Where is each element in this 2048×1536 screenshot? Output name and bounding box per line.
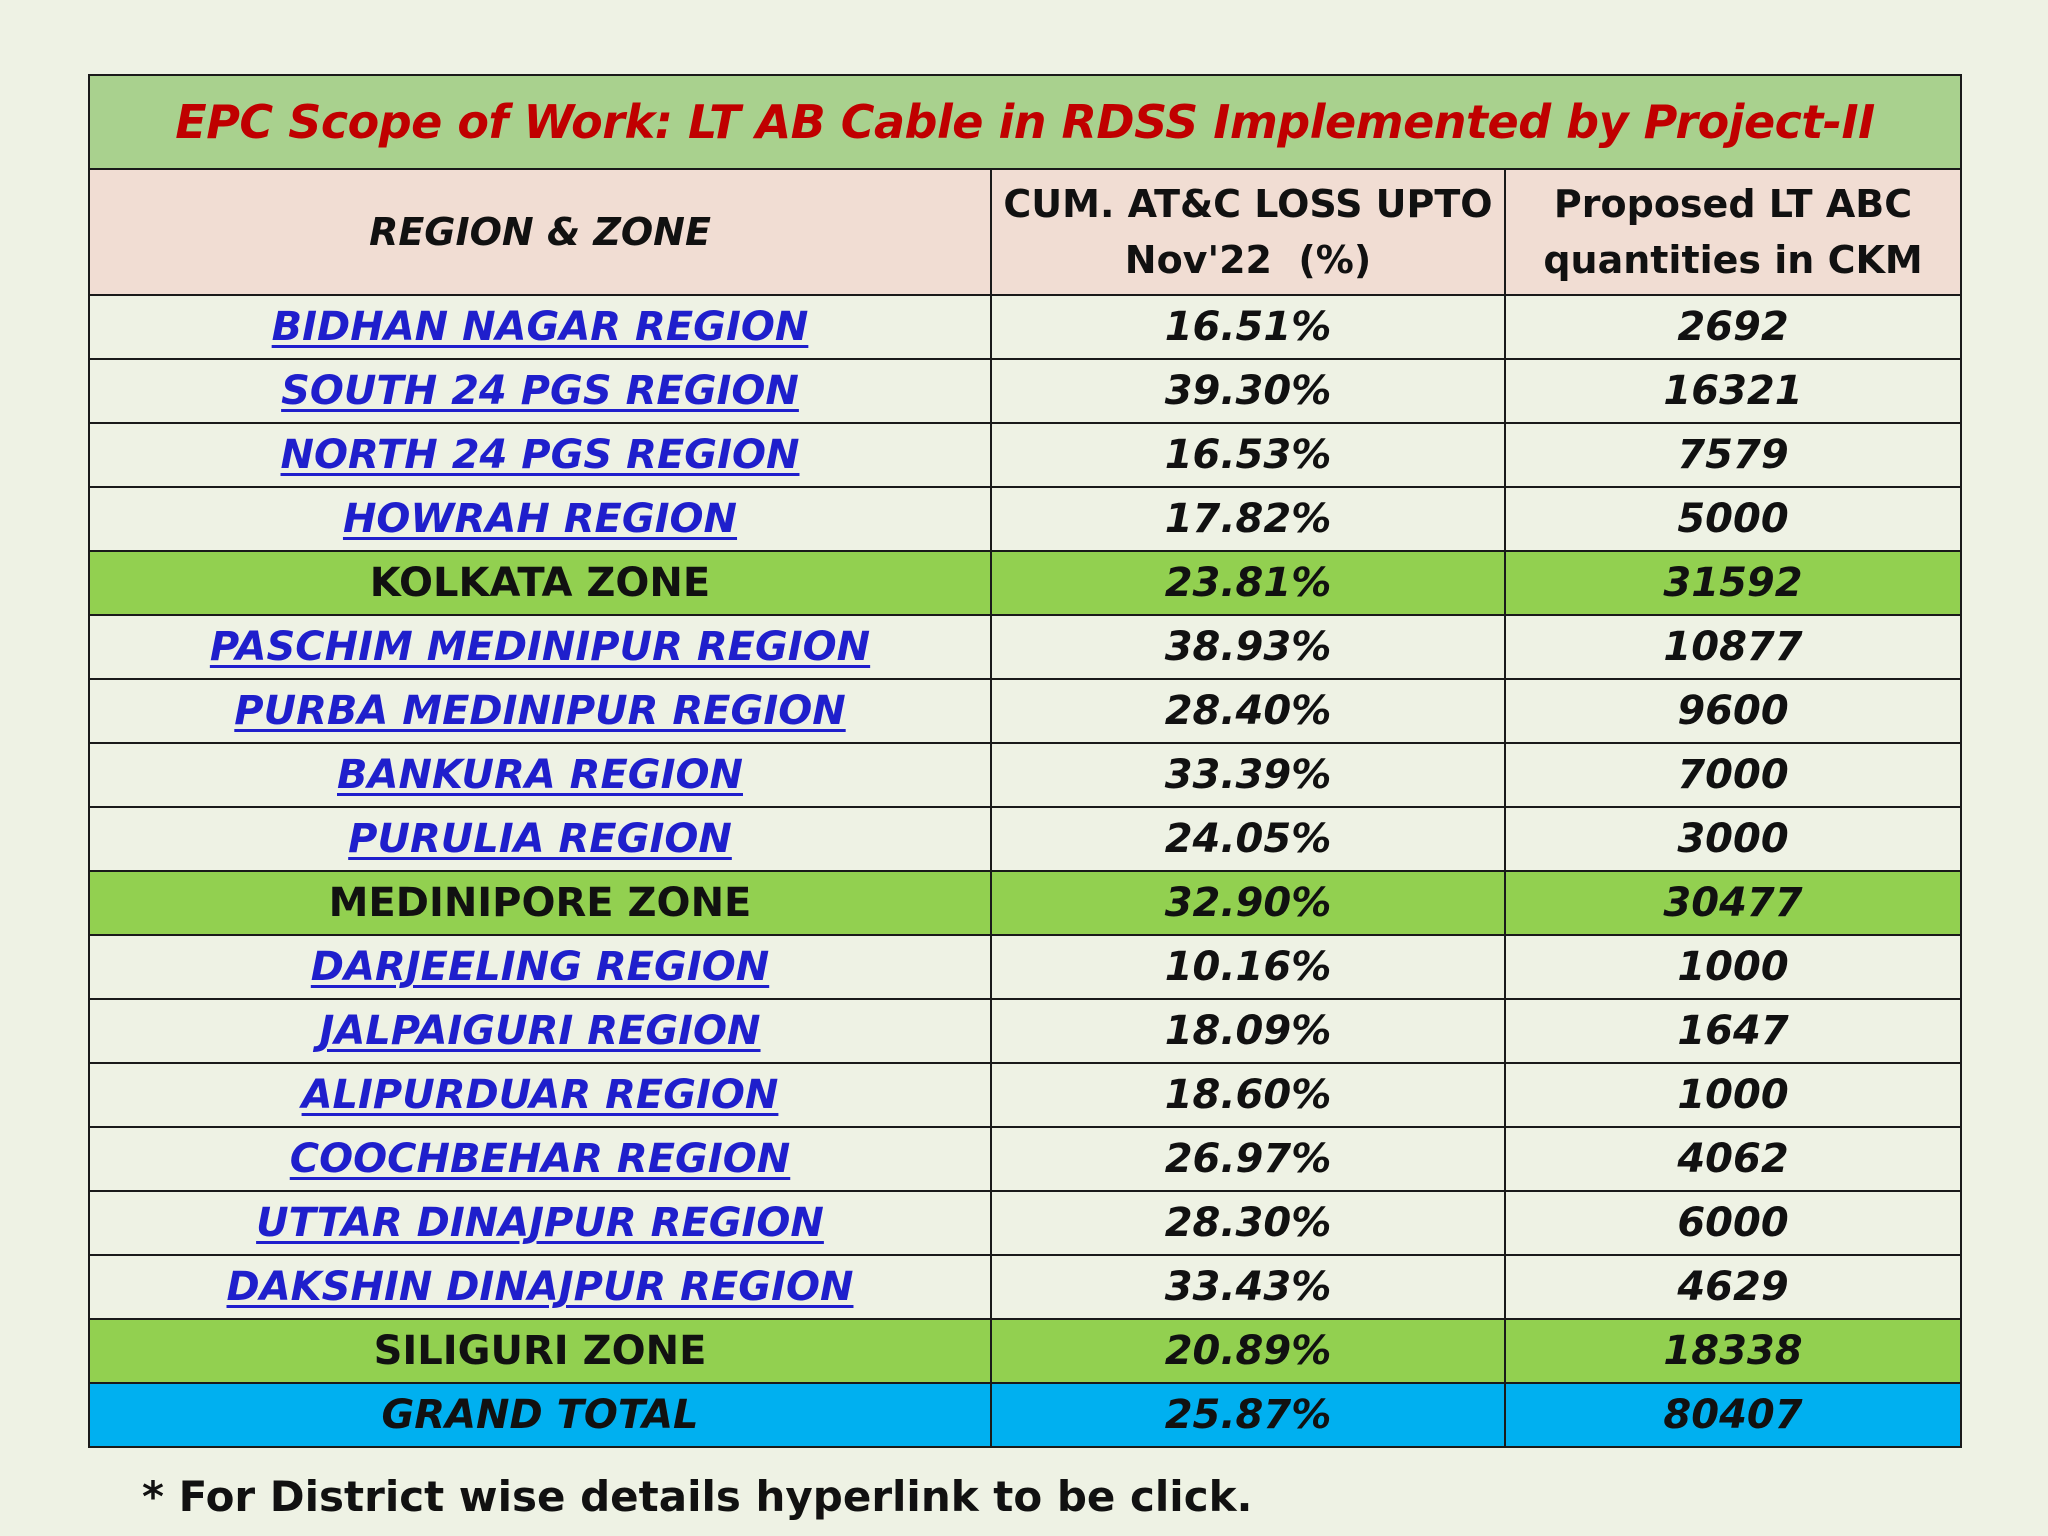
table-row: COOCHBEHAR REGION 26.97% 4062 <box>88 1126 1963 1192</box>
epc-scope-table: EPC Scope of Work: LT AB Cable in RDSS I… <box>87 74 1963 1448</box>
zone-name-cell: SILIGURI ZONE <box>88 1318 992 1384</box>
region-link[interactable]: HOWRAH REGION <box>342 496 738 542</box>
atc-loss-cell: 18.09% <box>990 998 1506 1064</box>
ltabc-qty-cell: 9600 <box>1503 678 1963 744</box>
ltabc-qty-cell: 10877 <box>1503 614 1963 680</box>
table-row: PURBA MEDINIPUR REGION 28.40% 9600 <box>88 678 1963 744</box>
atc-loss-cell: 26.97% <box>990 1126 1506 1192</box>
table-row: BANKURA REGION 33.39% 7000 <box>88 742 1963 808</box>
atc-loss-cell: 28.40% <box>990 678 1506 744</box>
region-link[interactable]: PASCHIM MEDINIPUR REGION <box>209 624 871 670</box>
ltabc-qty-cell: 30477 <box>1503 870 1963 936</box>
region-cell: DAKSHIN DINAJPUR REGION <box>88 1254 992 1320</box>
region-link[interactable]: PURBA MEDINIPUR REGION <box>234 688 846 734</box>
atc-loss-cell: 16.53% <box>990 422 1506 488</box>
region-cell: PURULIA REGION <box>88 806 992 872</box>
grand-total-label: GRAND TOTAL <box>88 1382 992 1448</box>
region-link[interactable]: BANKURA REGION <box>337 752 743 798</box>
table-row: UTTAR DINAJPUR REGION 28.30% 6000 <box>88 1190 1963 1256</box>
atc-loss-cell: 38.93% <box>990 614 1506 680</box>
region-link[interactable]: DAKSHIN DINAJPUR REGION <box>226 1264 854 1310</box>
header-atc-loss: CUM. AT&C LOSS UPTO Nov'22 (%) <box>990 168 1506 296</box>
table-row: PASCHIM MEDINIPUR REGION 38.93% 10877 <box>88 614 1963 680</box>
atc-loss-cell: 39.30% <box>990 358 1506 424</box>
region-cell: SOUTH 24 PGS REGION <box>88 358 992 424</box>
atc-loss-cell: 33.43% <box>990 1254 1506 1320</box>
header-atc-loss-line1: CUM. AT&C LOSS UPTO <box>1003 182 1493 226</box>
grand-total-loss: 25.87% <box>990 1382 1506 1448</box>
atc-loss-cell: 16.51% <box>990 294 1506 360</box>
region-link[interactable]: DARJEELING REGION <box>310 944 770 990</box>
table-row: ALIPURDUAR REGION 18.60% 1000 <box>88 1062 1963 1128</box>
ltabc-qty-cell: 1000 <box>1503 934 1963 1000</box>
ltabc-qty-cell: 31592 <box>1503 550 1963 616</box>
atc-loss-cell: 17.82% <box>990 486 1506 552</box>
ltabc-qty-cell: 5000 <box>1503 486 1963 552</box>
table-row: HOWRAH REGION 17.82% 5000 <box>88 486 1963 552</box>
ltabc-qty-cell: 7579 <box>1503 422 1963 488</box>
header-ltabc-line1: Proposed LT ABC <box>1553 182 1913 226</box>
atc-loss-cell: 32.90% <box>990 870 1506 936</box>
region-link[interactable]: JALPAIGURI REGION <box>319 1008 761 1054</box>
ltabc-qty-cell: 7000 <box>1503 742 1963 808</box>
zone-row: MEDINIPORE ZONE 32.90% 30477 <box>88 870 1963 936</box>
region-cell: BANKURA REGION <box>88 742 992 808</box>
atc-loss-cell: 23.81% <box>990 550 1506 616</box>
region-link[interactable]: SOUTH 24 PGS REGION <box>281 368 799 414</box>
atc-loss-cell: 18.60% <box>990 1062 1506 1128</box>
header-atc-loss-line2: Nov'22 (%) <box>1124 238 1372 282</box>
table-row: PURULIA REGION 24.05% 3000 <box>88 806 1963 872</box>
zone-name-cell: KOLKATA ZONE <box>88 550 992 616</box>
ltabc-qty-cell: 1000 <box>1503 1062 1963 1128</box>
ltabc-qty-cell: 3000 <box>1503 806 1963 872</box>
region-cell: COOCHBEHAR REGION <box>88 1126 992 1192</box>
atc-loss-cell: 33.39% <box>990 742 1506 808</box>
header-ltabc-qty: Proposed LT ABC quantities in CKM <box>1503 168 1963 296</box>
region-link[interactable]: PURULIA REGION <box>348 816 732 862</box>
header-region-zone-label: REGION & ZONE <box>369 210 711 254</box>
atc-loss-cell: 24.05% <box>990 806 1506 872</box>
ltabc-qty-cell: 1647 <box>1503 998 1963 1064</box>
ltabc-qty-cell: 18338 <box>1503 1318 1963 1384</box>
ltabc-qty-cell: 6000 <box>1503 1190 1963 1256</box>
region-link[interactable]: COOCHBEHAR REGION <box>289 1136 791 1182</box>
atc-loss-cell: 10.16% <box>990 934 1506 1000</box>
region-cell: ALIPURDUAR REGION <box>88 1062 992 1128</box>
region-link[interactable]: ALIPURDUAR REGION <box>301 1072 779 1118</box>
region-link[interactable]: NORTH 24 PGS REGION <box>280 432 800 478</box>
table-row: DAKSHIN DINAJPUR REGION 33.43% 4629 <box>88 1254 1963 1320</box>
region-link[interactable]: UTTAR DINAJPUR REGION <box>256 1200 824 1246</box>
ltabc-qty-cell: 4629 <box>1503 1254 1963 1320</box>
region-cell: JALPAIGURI REGION <box>88 998 992 1064</box>
table-row: DARJEELING REGION 10.16% 1000 <box>88 934 1963 1000</box>
table-row: JALPAIGURI REGION 18.09% 1647 <box>88 998 1963 1064</box>
table-row: NORTH 24 PGS REGION 16.53% 7579 <box>88 422 1963 488</box>
zone-row: KOLKATA ZONE 23.81% 31592 <box>88 550 1963 616</box>
region-cell: PASCHIM MEDINIPUR REGION <box>88 614 992 680</box>
table-row: SOUTH 24 PGS REGION 39.30% 16321 <box>88 358 1963 424</box>
header-ltabc-line2: quantities in CKM <box>1543 238 1923 282</box>
grand-total-row: GRAND TOTAL 25.87% 80407 <box>88 1382 1963 1448</box>
region-cell: UTTAR DINAJPUR REGION <box>88 1190 992 1256</box>
ltabc-qty-cell: 2692 <box>1503 294 1963 360</box>
table-row: BIDHAN NAGAR REGION 16.51% 2692 <box>88 294 1963 360</box>
region-cell: HOWRAH REGION <box>88 486 992 552</box>
region-cell: PURBA MEDINIPUR REGION <box>88 678 992 744</box>
footnote: * For District wise details hyperlink to… <box>142 1472 1253 1521</box>
grand-total-qty: 80407 <box>1503 1382 1963 1448</box>
region-cell: NORTH 24 PGS REGION <box>88 422 992 488</box>
table-body: BIDHAN NAGAR REGION 16.51% 2692 SOUTH 24… <box>88 294 1963 1448</box>
ltabc-qty-cell: 4062 <box>1503 1126 1963 1192</box>
zone-row: SILIGURI ZONE 20.89% 18338 <box>88 1318 1963 1384</box>
table-title: EPC Scope of Work: LT AB Cable in RDSS I… <box>87 74 1963 170</box>
atc-loss-cell: 28.30% <box>990 1190 1506 1256</box>
ltabc-qty-cell: 16321 <box>1503 358 1963 424</box>
atc-loss-cell: 20.89% <box>990 1318 1506 1384</box>
region-cell: DARJEELING REGION <box>88 934 992 1000</box>
header-region-zone: REGION & ZONE <box>88 168 992 296</box>
zone-name-cell: MEDINIPORE ZONE <box>88 870 992 936</box>
region-link[interactable]: BIDHAN NAGAR REGION <box>271 304 809 350</box>
region-cell: BIDHAN NAGAR REGION <box>88 294 992 360</box>
